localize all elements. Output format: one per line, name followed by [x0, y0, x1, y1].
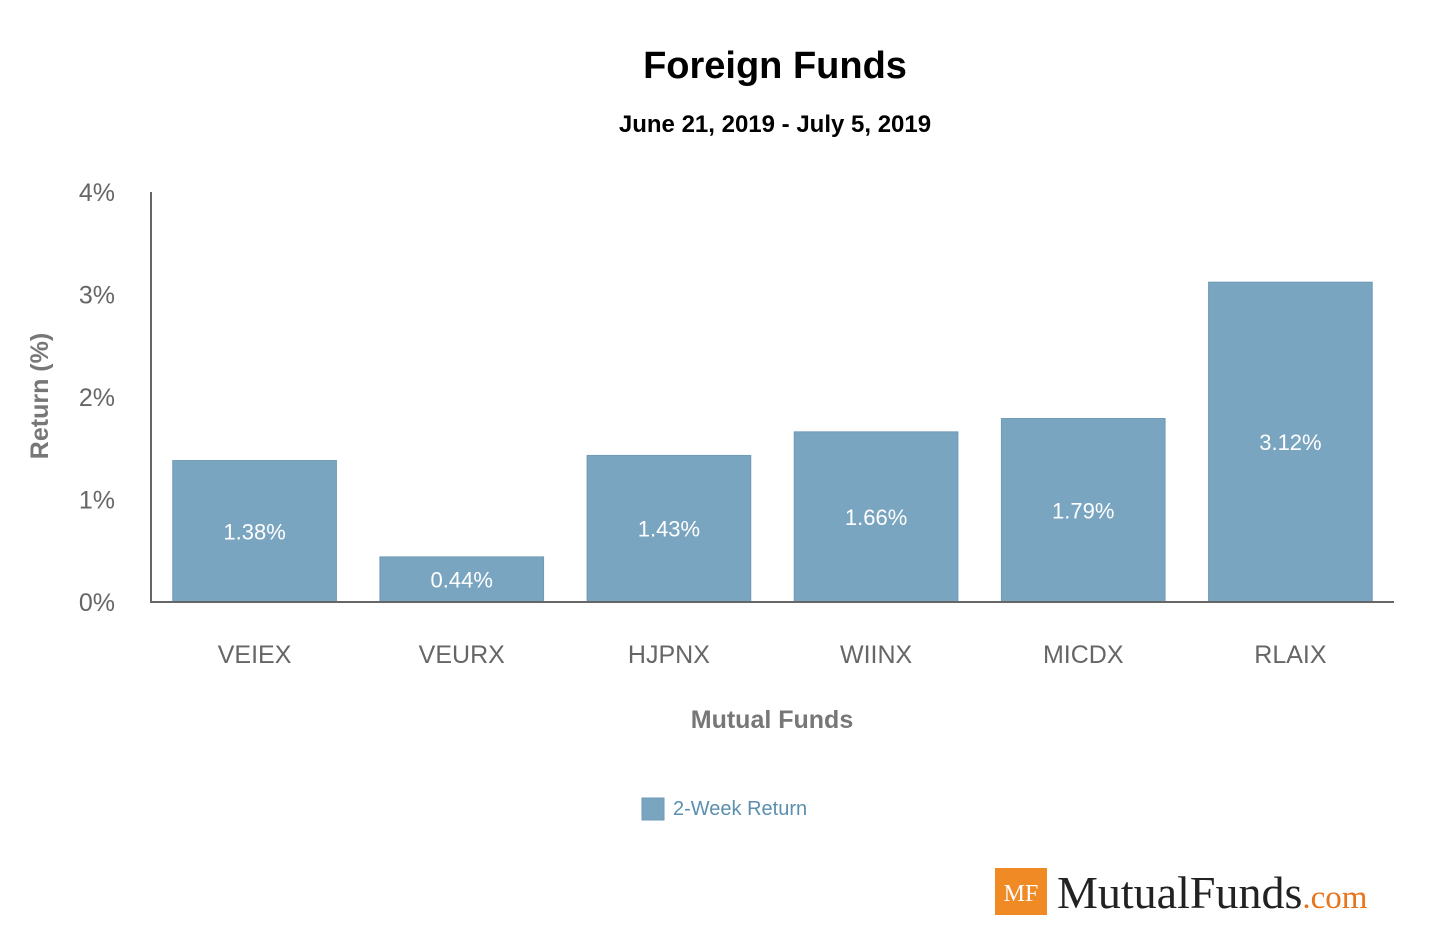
y-tick-label: 0% — [79, 589, 115, 617]
y-axis-ticks: 0% 1% 2% 3% 4% — [79, 179, 115, 617]
x-tick-label: RLAIX — [1254, 641, 1327, 669]
x-tick-label: VEIEX — [218, 641, 292, 669]
y-tick-label: 2% — [79, 384, 115, 412]
bar[interactable] — [1208, 281, 1373, 603]
x-tick-label: MICDX — [1043, 641, 1124, 669]
bar[interactable] — [172, 460, 337, 603]
legend[interactable]: 2-Week Return — [641, 797, 807, 821]
bar[interactable] — [379, 556, 545, 603]
bar-value-label: 3.12% — [1259, 430, 1321, 455]
y-tick-label: 3% — [79, 282, 115, 310]
brand-mark: MF — [1004, 881, 1039, 907]
brand-logo: MF MutualFunds.com — [995, 867, 1368, 918]
chart-title: Foreign Funds — [643, 45, 907, 87]
legend-swatch — [641, 797, 665, 821]
brand-name-main: MutualFunds — [1057, 867, 1302, 918]
bar[interactable] — [586, 454, 752, 603]
chart-subtitle: June 21, 2019 - July 5, 2019 — [619, 111, 931, 138]
legend-label: 2-Week Return — [673, 798, 807, 820]
brand-name: MutualFunds.com — [1057, 867, 1368, 918]
x-axis-ticks: VEIEX VEURX HJPNX WIINX MICDX RLAIX — [218, 641, 1327, 669]
bar-value-label: 1.38% — [223, 519, 285, 544]
bar-value-label: 1.79% — [1052, 498, 1114, 523]
y-tick-label: 4% — [79, 179, 115, 207]
brand-mark-box — [995, 868, 1047, 915]
brand-suffix: .com — [1302, 880, 1367, 916]
bar-value-label: 0.44% — [431, 567, 493, 592]
x-tick-label: VEURX — [419, 641, 505, 669]
bars: 1.38% 0.44% 1.43% 1.66% 1.79% 3.12% — [172, 281, 1373, 603]
bar[interactable] — [793, 431, 959, 603]
bar-value-label: 1.66% — [845, 505, 907, 530]
x-axis-title: Mutual Funds — [691, 706, 853, 734]
x-tick-label: HJPNX — [628, 641, 710, 669]
x-tick-label: WIINX — [840, 641, 913, 669]
bar-value-label: 1.43% — [638, 517, 700, 542]
y-tick-label: 1% — [79, 487, 115, 515]
y-axis-title: Return (%) — [26, 333, 54, 459]
bar[interactable] — [1000, 418, 1166, 603]
